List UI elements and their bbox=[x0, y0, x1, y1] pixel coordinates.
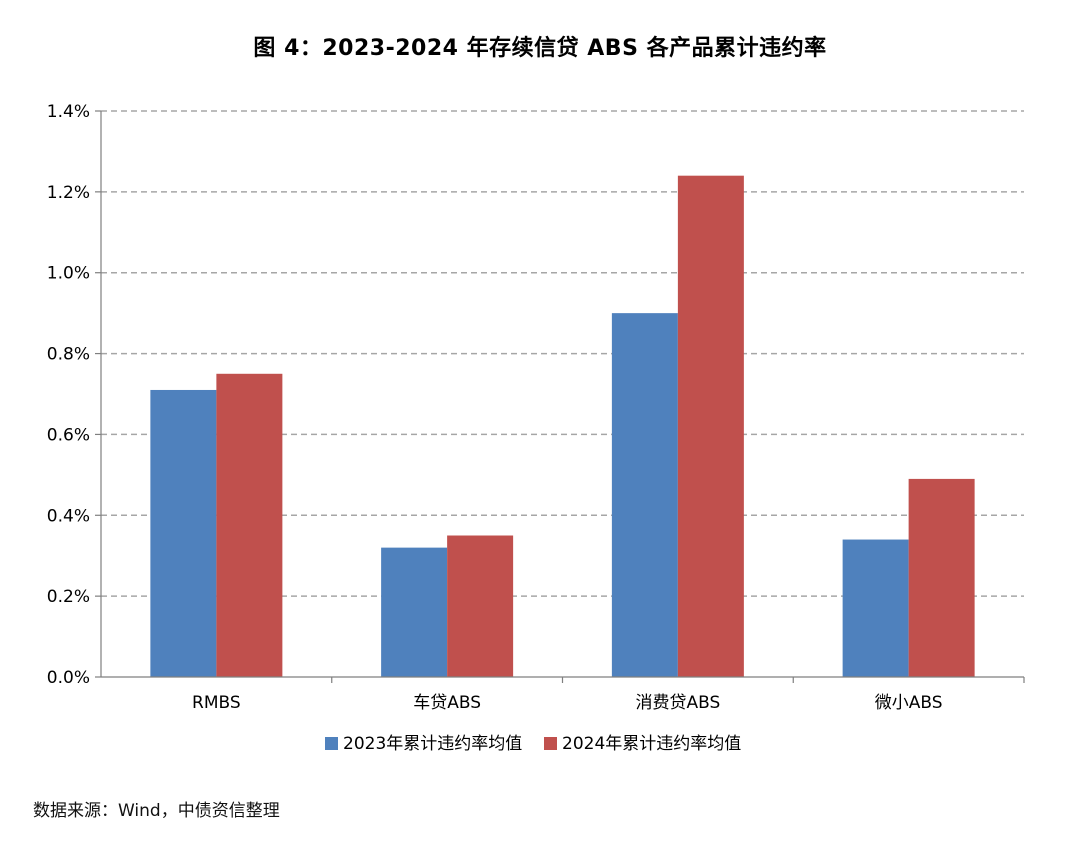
y-tick-label: 0.2% bbox=[47, 587, 90, 607]
legend-label: 2024年累计违约率均值 bbox=[562, 734, 741, 754]
bar-2023 bbox=[611, 313, 678, 677]
bar-2023 bbox=[842, 539, 909, 677]
bar-2023 bbox=[150, 389, 217, 677]
y-tick-label: 1.2% bbox=[47, 183, 90, 203]
bar-2023 bbox=[381, 547, 448, 677]
bar-2024 bbox=[447, 535, 514, 677]
bar-2024 bbox=[677, 175, 744, 677]
y-tick-labels: 0.0% 0.2% 0.4% 0.6% 0.8% 1.0% 1.2% 1.4% bbox=[47, 102, 90, 688]
y-tick-label: 0.6% bbox=[47, 425, 90, 445]
axes bbox=[95, 110, 1025, 683]
y-tick-label: 1.4% bbox=[47, 102, 90, 122]
legend-swatch bbox=[325, 737, 338, 750]
legend-label: 2023年累计违约率均值 bbox=[343, 734, 522, 754]
y-tick-label: 0.4% bbox=[47, 506, 90, 526]
x-tick-labels: RMBS 车贷ABS 消费贷ABS 微小ABS bbox=[192, 693, 942, 713]
y-tick-label: 0.0% bbox=[47, 668, 90, 688]
x-tick-label: RMBS bbox=[192, 693, 241, 713]
source-note: 数据来源：Wind，中债资信整理 bbox=[33, 801, 280, 821]
bar-2024 bbox=[908, 478, 975, 677]
bars bbox=[150, 175, 975, 677]
x-tick-label: 消费贷ABS bbox=[635, 693, 720, 713]
legend-swatch bbox=[544, 737, 557, 750]
y-tick-label: 0.8% bbox=[47, 345, 90, 365]
y-tick-label: 1.0% bbox=[47, 264, 90, 284]
chart-title: 图 4：2023-2024 年存续信贷 ABS 各产品累计违约率 bbox=[253, 36, 827, 61]
x-tick-label: 车贷ABS bbox=[413, 693, 481, 713]
x-tick-label: 微小ABS bbox=[875, 693, 943, 713]
legend: 2023年累计违约率均值 2024年累计违约率均值 bbox=[325, 734, 741, 754]
bar-2024 bbox=[216, 373, 283, 677]
